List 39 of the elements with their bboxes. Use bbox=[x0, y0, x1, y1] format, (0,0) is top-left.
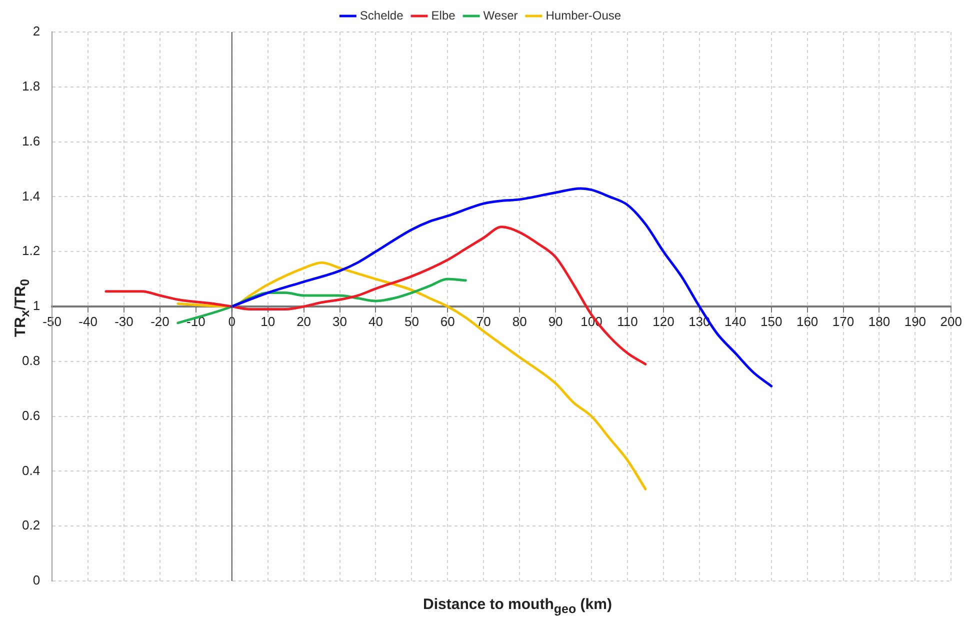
x-tick-label: 180 bbox=[868, 314, 890, 329]
y-tick-label: 0.4 bbox=[22, 462, 40, 478]
x-axis-title: Distance to mouth$_{geo}$ (km) bbox=[422, 596, 613, 616]
y-tick-label: 0.2 bbox=[22, 518, 40, 533]
y-tick-label: 1.4 bbox=[22, 188, 40, 204]
y-tick-label: 0 bbox=[32, 572, 40, 588]
x-tick-label: -20 bbox=[150, 314, 170, 329]
legend-label: Weser bbox=[483, 8, 518, 22]
x-tick-label: 190 bbox=[904, 314, 926, 329]
line-series bbox=[104, 226, 647, 366]
x-tick-label: 200 bbox=[940, 314, 962, 329]
y-tick-label: 0.6 bbox=[22, 408, 40, 423]
x-tick-label: 120 bbox=[652, 314, 674, 329]
y-tick-label: 1.6 bbox=[22, 133, 40, 148]
x-tick-label: 90 bbox=[548, 314, 563, 329]
x-tick-label: -30 bbox=[114, 314, 134, 329]
x-tick-label: 50 bbox=[404, 314, 419, 329]
y-tick-label: 1 bbox=[32, 298, 40, 314]
legend-label: Elbe bbox=[431, 8, 456, 22]
x-tick-label: 150 bbox=[760, 314, 782, 329]
x-tick-label: 140 bbox=[724, 314, 746, 329]
x-tick-label: 30 bbox=[332, 314, 348, 329]
x-tick-label: 170 bbox=[832, 314, 854, 329]
x-tick-label: 70 bbox=[476, 314, 491, 329]
y-tick-label: 2 bbox=[32, 24, 40, 39]
x-tick-label: -40 bbox=[78, 314, 98, 329]
x-tick-label: 110 bbox=[617, 314, 638, 329]
y-tick-label: 0.8 bbox=[22, 352, 40, 368]
x-tick-label: 60 bbox=[440, 314, 455, 329]
x-tick-label: 20 bbox=[296, 314, 312, 329]
y-tick-label: 1.2 bbox=[22, 243, 40, 258]
legend-label: Schelde bbox=[360, 8, 404, 22]
legend-label: Humber-Ouse bbox=[546, 8, 622, 22]
line-series bbox=[176, 261, 647, 490]
x-tick-label: 10 bbox=[260, 314, 276, 329]
x-tick-label: 80 bbox=[512, 314, 527, 329]
y-tick-label: 1.8 bbox=[22, 78, 40, 94]
x-tick-label: 40 bbox=[368, 314, 383, 329]
x-tick-label: 160 bbox=[796, 314, 818, 329]
